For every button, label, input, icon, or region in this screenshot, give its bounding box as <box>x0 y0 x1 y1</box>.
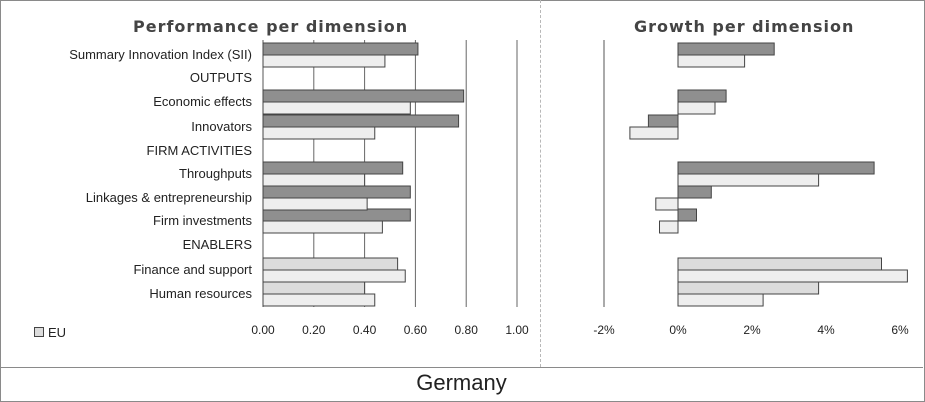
country-bar <box>677 257 882 271</box>
category-label: Innovators <box>191 119 252 134</box>
eu-bar <box>262 101 411 115</box>
category-label: Human resources <box>149 286 252 301</box>
category-label: Firm investments <box>153 213 252 228</box>
eu-bar <box>262 293 376 307</box>
eu-bar <box>677 269 908 283</box>
eu-bar <box>677 54 746 68</box>
eu-bar <box>655 197 679 211</box>
x-tick-label: 6% <box>891 323 909 337</box>
country-bar <box>262 257 399 271</box>
country-bar <box>677 185 712 199</box>
performance-chart-title: Performance per dimension <box>133 17 409 36</box>
eu-bar <box>677 293 764 307</box>
x-tick-label: 0.80 <box>454 323 478 337</box>
eu-bar <box>262 269 406 283</box>
country-bar <box>262 281 366 295</box>
category-label: FIRM ACTIVITIES <box>146 143 252 158</box>
country-bar <box>677 42 775 56</box>
eu-bar <box>262 173 366 187</box>
category-label: Linkages & entrepreneurship <box>85 190 252 205</box>
country-bar <box>262 89 465 103</box>
country-bar <box>647 114 679 128</box>
country-bar <box>677 89 727 103</box>
category-label: Finance and support <box>133 262 252 277</box>
eu-bar <box>262 220 383 234</box>
x-tick-label: 0.60 <box>403 323 428 337</box>
country-bar <box>677 208 697 222</box>
category-label: Summary Innovation Index (SII) <box>69 47 252 62</box>
eu-bar <box>677 173 820 187</box>
country-bar <box>262 114 460 128</box>
country-bar <box>262 42 419 56</box>
category-label: Economic effects <box>153 94 252 109</box>
eu-bar <box>262 126 376 140</box>
eu-bar <box>262 197 368 211</box>
country-bar <box>262 208 411 222</box>
country-name: Germany <box>416 370 507 395</box>
panel-divider <box>540 0 541 367</box>
eu-bar <box>629 126 679 140</box>
x-tick-label: 0.40 <box>352 323 377 337</box>
country-bar <box>262 185 411 199</box>
x-tick-label: 0% <box>669 323 687 337</box>
legend-eu-swatch <box>34 327 44 337</box>
x-tick-label: 4% <box>817 323 835 337</box>
country-divider <box>0 367 923 368</box>
category-label: ENABLERS <box>182 237 252 252</box>
x-tick-label: -2% <box>593 323 615 337</box>
x-tick-label: 2% <box>743 323 761 337</box>
x-tick-label: 0.20 <box>302 323 326 337</box>
x-tick-label: 1.00 <box>505 323 529 337</box>
legend-eu-label: EU <box>48 325 67 340</box>
country-bar <box>677 281 820 295</box>
growth-chart-title: Growth per dimension <box>634 17 855 36</box>
eu-bar <box>262 54 386 68</box>
category-label: OUTPUTS <box>189 70 252 85</box>
x-tick-label: 0.00 <box>251 323 275 337</box>
legend: EU <box>34 325 66 340</box>
country-bar <box>262 161 404 175</box>
country-bar <box>677 161 875 175</box>
category-label: Throughputs <box>179 166 252 181</box>
eu-bar <box>659 220 679 234</box>
eu-bar <box>677 101 716 115</box>
